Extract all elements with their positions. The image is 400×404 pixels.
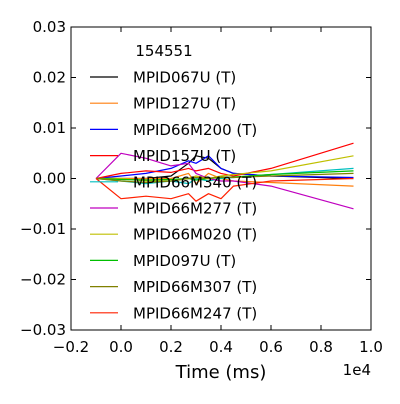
x-tick-label: −0.2 [53,338,89,356]
y-axis-ticks: 0.03 0.02 0.01 0.00 −0.01 −0.02 −0.03 [20,18,371,339]
series-line-10 [95,177,354,202]
legend-label: MPID66M247 (T) [133,304,257,322]
legend-label: MPID66M307 (T) [133,278,257,296]
x-tick-label: 0.6 [259,338,283,356]
series-line-8 [95,170,354,181]
legend-label: MPID067U (T) [133,69,236,87]
legend-label: MPID097U (T) [133,252,236,270]
y-tick-label: 0.00 [33,170,66,188]
legend-title: 154551 [135,42,192,60]
legend-label: MPID66M340 (T) [133,173,257,191]
x-tick-label: 1.0 [359,338,383,356]
x-tick-label: 0.2 [159,338,183,356]
x-tick-label: 0.0 [109,338,133,356]
series-line-6 [95,152,354,210]
y-tick-label: −0.01 [20,220,66,238]
legend-label: MPID157U (T) [133,147,236,165]
x-axis-ticks: −0.2 0.0 0.2 0.4 0.6 0.8 1.0 [53,27,383,356]
x-tick-label: 0.8 [309,338,333,356]
y-tick-label: −0.03 [20,321,66,339]
x-axis-label: Time (ms) [175,362,267,383]
y-tick-label: 0.02 [33,69,66,87]
legend-label: MPID66M020 (T) [133,226,257,244]
y-tick-label: 0.03 [33,18,66,36]
legend: 154551 MPID067U (T) MPID127U (T) MPID66M20… [90,42,257,322]
series-line-9 [95,172,354,184]
series-layer [95,142,354,210]
legend-label: MPID66M200 (T) [133,121,257,139]
legend-label: MPID127U (T) [133,95,236,113]
y-tick-label: 0.01 [33,119,66,137]
series-line-2 [96,172,354,187]
x-tick-label: 0.4 [209,338,233,356]
x-axis-offset-label: 1e4 [343,361,371,379]
y-tick-label: −0.02 [20,271,66,289]
legend-label: MPID66M277 (T) [133,200,257,218]
series-line-3 [95,155,354,180]
